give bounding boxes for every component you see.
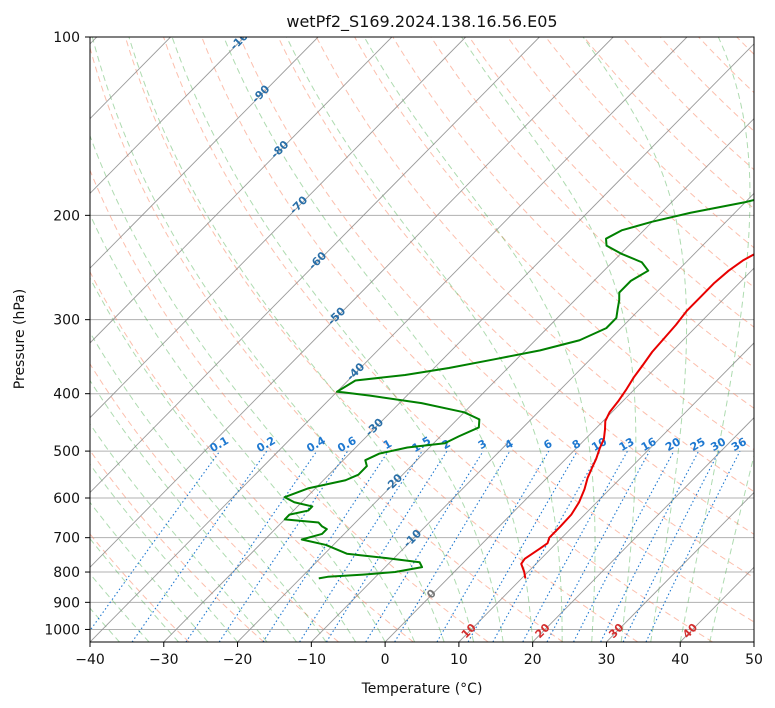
- y-tick-label: 1000: [44, 622, 80, 638]
- isotherm-line: [458, 342, 754, 642]
- isotherm-line: [311, 192, 754, 642]
- dry-adiabat-line: [90, 45, 564, 642]
- dry-adiabat-line: [124, 37, 639, 642]
- mixing-ratio-line: [546, 450, 651, 642]
- mixing-ratio-line: [394, 450, 511, 642]
- moist-adiabat-line: [223, 37, 534, 642]
- mixing-ratio-line: [262, 450, 389, 642]
- y-tick-label: 500: [53, 444, 80, 460]
- y-tick-label: 700: [53, 531, 80, 547]
- y-tick-label: 600: [53, 491, 80, 507]
- mixing-ratio-line: [365, 450, 484, 642]
- plot-frame: [89, 36, 755, 643]
- y-axis-label: Pressure (hPa): [12, 289, 28, 389]
- sounding-series: [283, 198, 754, 580]
- moist-adiabat-line: [90, 423, 268, 642]
- isotherms: [90, 37, 754, 642]
- x-tick-label: 0: [381, 652, 390, 668]
- isotherm-line: [163, 43, 754, 642]
- mixing-ratio-line: [492, 450, 601, 642]
- x-tick-label: −40: [75, 652, 105, 668]
- dry-adiabat-line: [201, 37, 754, 623]
- moist-adiabat-line: [90, 277, 357, 642]
- dry-adiabat-line: [315, 37, 754, 493]
- dry-adiabat-line: [163, 37, 713, 642]
- moist-adiabat-line: [679, 37, 751, 642]
- moist-adiabat-line: [90, 331, 327, 642]
- y-tick-label: 100: [53, 30, 80, 46]
- x-tick-label: 20: [524, 652, 542, 668]
- x-axis: −40 −30 −20 −10 0 10 20 30 40 50: [75, 642, 763, 668]
- dry-adiabat-line: [239, 37, 754, 579]
- mixing-ratio-line: [522, 450, 628, 642]
- x-tick-label: 40: [671, 652, 689, 668]
- dry-adiabat-line: [90, 362, 339, 642]
- moist-adiabat-line: [91, 37, 445, 642]
- mixing-ratio-line: [131, 450, 268, 642]
- moist-adiabat-line: [582, 37, 688, 642]
- x-tick-label: −10: [297, 652, 327, 668]
- isotherm-line: [90, 37, 319, 269]
- mixing-ratio-line: [299, 450, 423, 642]
- isotherm-line: [90, 37, 540, 494]
- mixing-ratio-line: [645, 450, 741, 642]
- mixing-ratio-line: [90, 450, 221, 632]
- y-tick-label: 300: [53, 313, 80, 329]
- moist-adiabat-line: [363, 37, 596, 642]
- mixing-ratio-line: [185, 450, 318, 642]
- moist-adiabat-line: [171, 37, 504, 642]
- moist-adiabat-line: [90, 463, 238, 642]
- dewpoint-profile-line: [283, 198, 754, 580]
- mixing-ratio-line: [325, 450, 448, 642]
- isotherm-line: [90, 37, 688, 642]
- chart-title: wetPf2_S169.2024.138.16.56.E05: [286, 12, 557, 32]
- isotherm-line: [90, 37, 393, 344]
- mixing-ratio-lines: [90, 450, 741, 642]
- moist-adiabats: [90, 37, 754, 642]
- x-axis-label: Temperature (°C): [361, 681, 483, 697]
- isotherm-line: [237, 117, 754, 642]
- x-tick-label: 10: [450, 652, 468, 668]
- x-tick-label: −30: [149, 652, 179, 668]
- moist-adiabat-line: [128, 37, 475, 642]
- x-tick-label: −20: [223, 652, 253, 668]
- isobar-gridlines: [90, 37, 754, 630]
- dry-adiabat-line: [90, 449, 265, 642]
- y-tick-label: 900: [53, 595, 80, 611]
- moist-adiabat-line: [90, 379, 297, 642]
- y-tick-label: 400: [53, 387, 80, 403]
- moist-adiabat-line: [90, 213, 386, 642]
- isotherm-line: [90, 37, 466, 419]
- moist-adiabat-line: [286, 37, 563, 642]
- dry-adiabat-line: [90, 168, 489, 642]
- y-tick-label: 800: [53, 565, 80, 581]
- dry-adiabat-line: [468, 37, 754, 328]
- y-axis: 100 200 300 400 500 600 700 800 900 1000: [44, 30, 90, 638]
- dry-adiabat-line: [430, 37, 754, 369]
- moist-adiabat-line: [461, 37, 637, 642]
- dry-adiabat-line: [354, 37, 754, 451]
- isotherm-line: [90, 37, 614, 568]
- isotherm-line: [606, 491, 754, 642]
- y-tick-label: 200: [53, 208, 80, 224]
- x-tick-label: 30: [598, 652, 616, 668]
- mixing-ratio-line: [218, 450, 349, 642]
- isotherm-line: [90, 37, 245, 195]
- temperature-profile-line: [520, 253, 754, 579]
- isotherm-line: [384, 267, 754, 642]
- x-tick-label: 50: [745, 652, 763, 668]
- mixing-ratio-line: [622, 450, 720, 642]
- isotherm-line: [532, 417, 754, 642]
- moist-adiabat-line: [709, 453, 754, 642]
- dry-adiabat-line: [392, 37, 754, 409]
